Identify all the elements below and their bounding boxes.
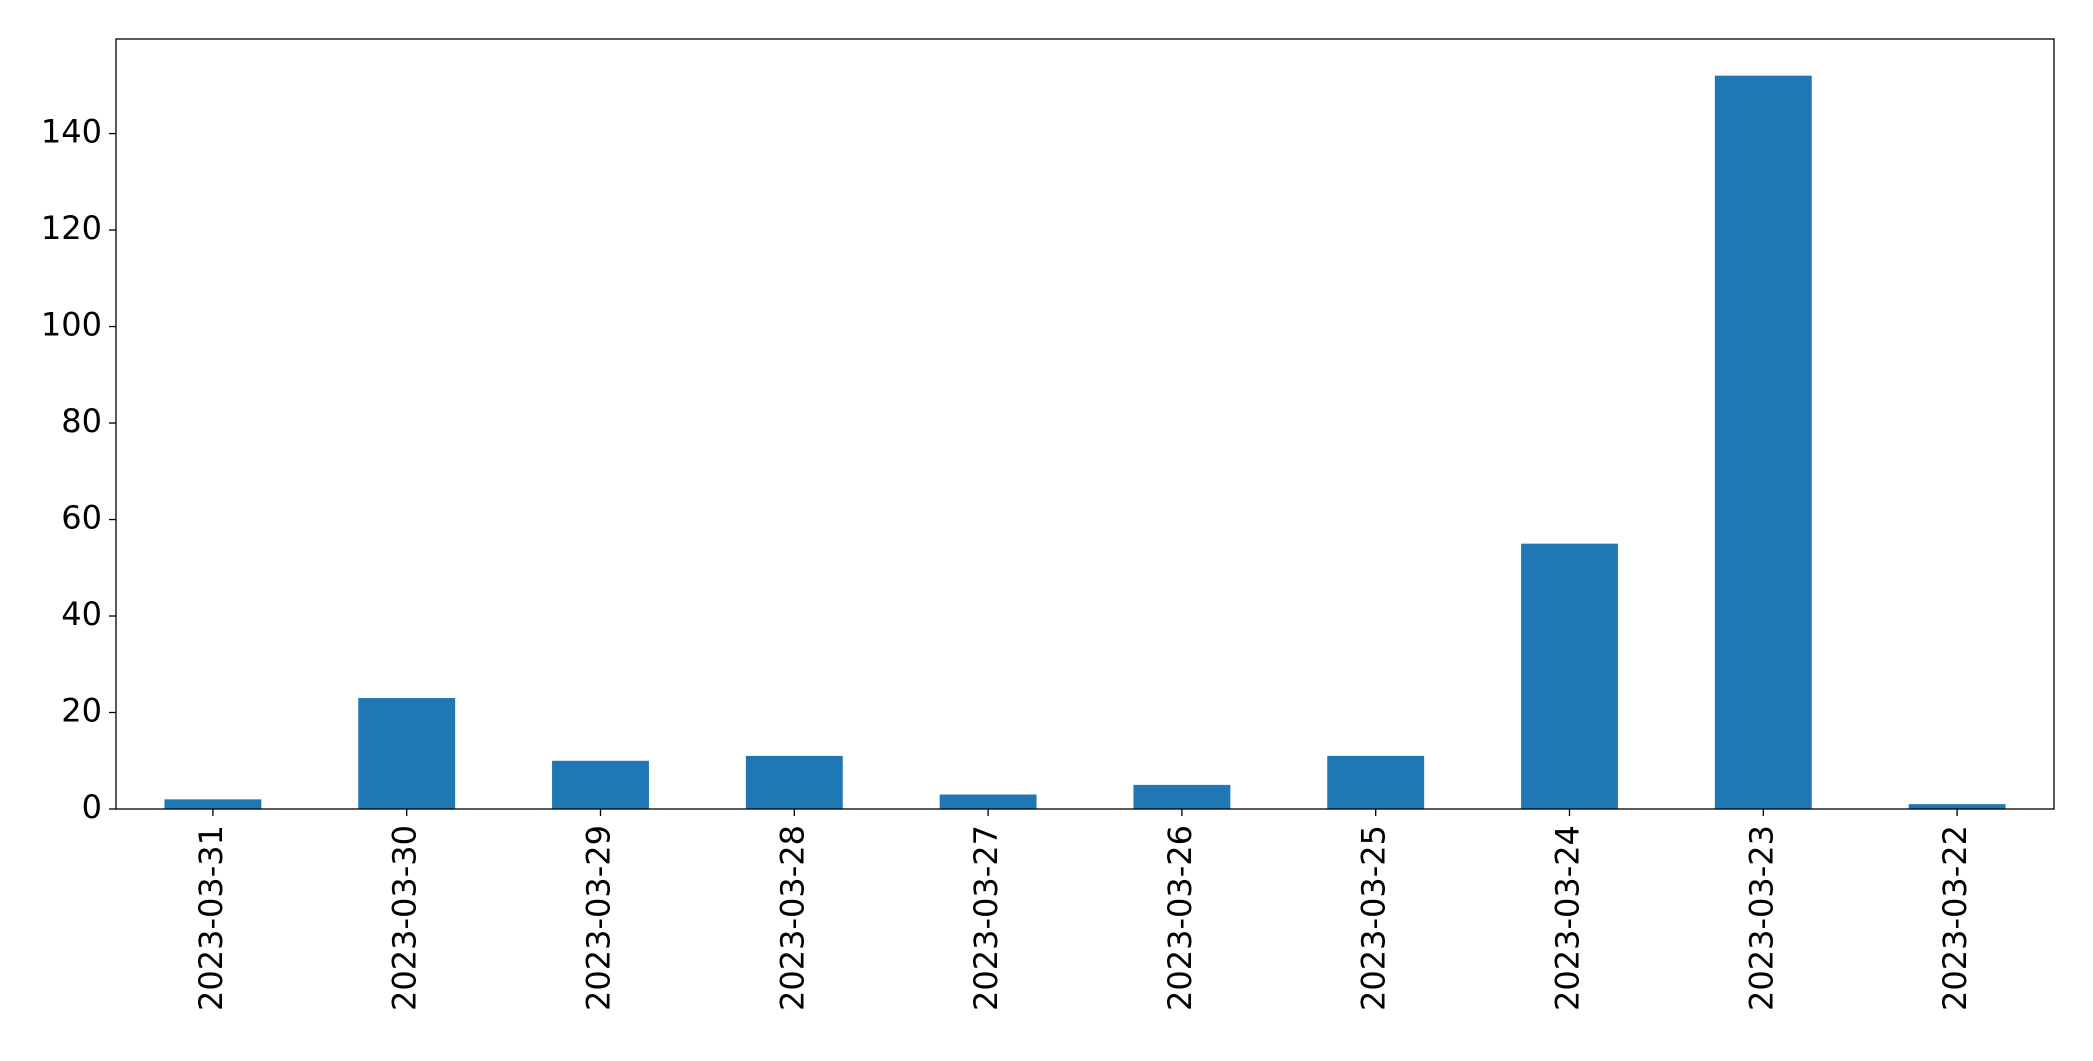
x-tick-label: 2023-03-28: [773, 825, 811, 1011]
bar: [1327, 755, 1425, 809]
y-tick-label: 80: [61, 402, 102, 440]
x-tick-label: 2023-03-29: [580, 825, 618, 1011]
x-tick-label: 2023-03-26: [1161, 825, 1199, 1011]
bar: [1908, 804, 2006, 809]
x-tick-label: 2023-03-27: [967, 825, 1005, 1011]
plot-frame: [115, 38, 2055, 810]
y-tick-label: 20: [61, 692, 102, 730]
y-tick-label: 140: [41, 113, 102, 151]
x-tick-label: 2023-03-24: [1549, 825, 1587, 1011]
y-tick-label: 120: [41, 209, 102, 247]
x-tick-label: 2023-03-25: [1355, 825, 1393, 1011]
bar: [939, 794, 1037, 809]
bar: [1714, 75, 1812, 809]
bar: [552, 760, 649, 809]
y-tick-label: 100: [41, 306, 102, 344]
y-tick-label: 40: [61, 595, 102, 633]
x-tick-label: 2023-03-23: [1742, 825, 1780, 1011]
bar: [164, 799, 262, 809]
y-tick-label: 60: [61, 499, 102, 537]
bar: [1521, 543, 1618, 809]
bar: [745, 755, 843, 809]
x-tick-label: 2023-03-22: [1936, 825, 1974, 1011]
bar: [1133, 784, 1231, 809]
x-tick-label: 2023-03-30: [386, 825, 424, 1011]
x-tick-label: 2023-03-31: [192, 825, 230, 1011]
y-tick-label: 0: [82, 788, 102, 826]
bar: [358, 698, 456, 809]
